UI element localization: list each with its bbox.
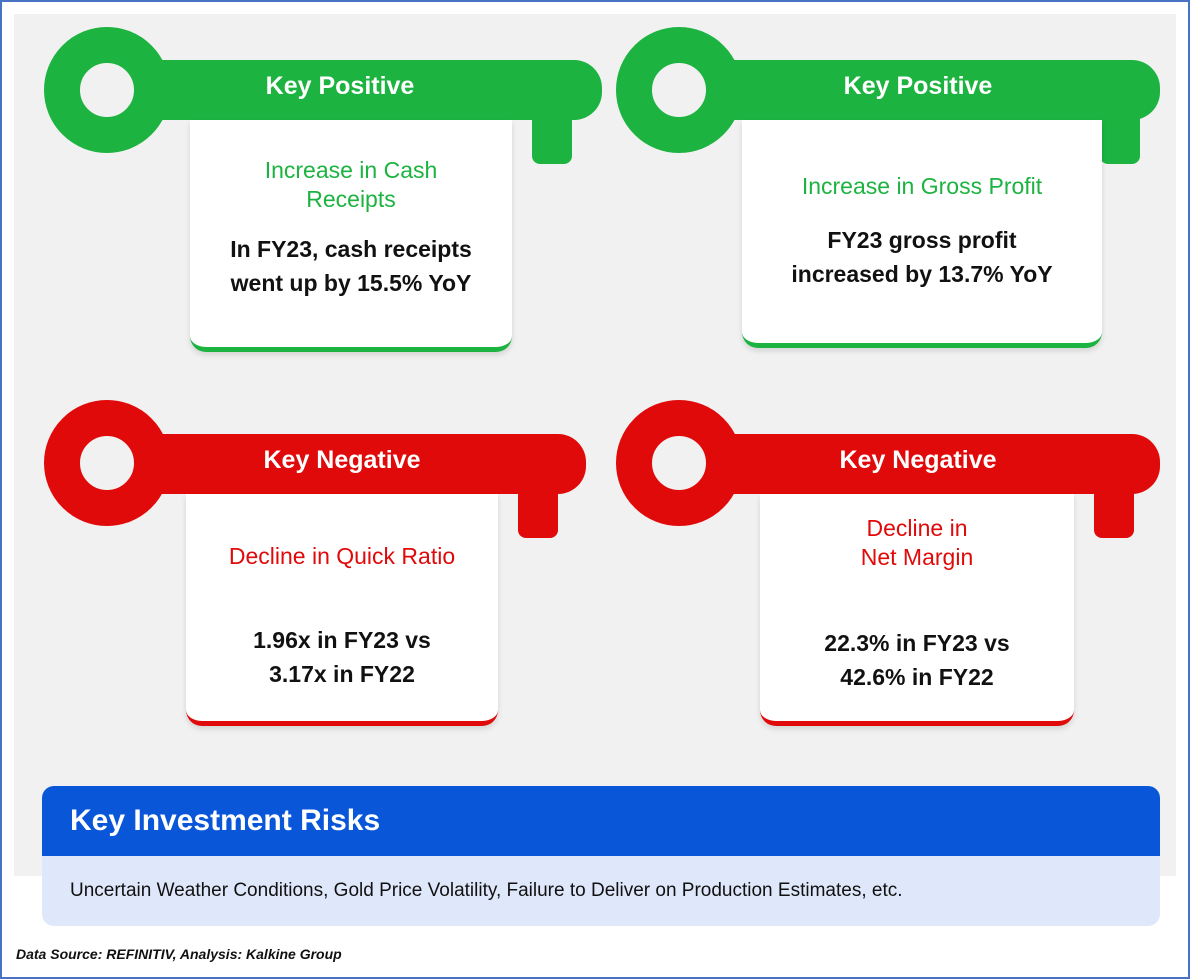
key-label: Key Negative <box>263 446 421 474</box>
key-label: Key Positive <box>843 72 993 100</box>
key-label: Key Positive <box>265 72 415 100</box>
card-title: Decline in Net Margin <box>860 515 974 570</box>
data-source-note: Data Source: REFINITIV, Analysis: Kalkin… <box>16 946 342 962</box>
key-shaft <box>720 434 1160 494</box>
risks-body: Uncertain Weather Conditions, Gold Price… <box>42 856 1160 926</box>
card-body: Increase in Gross Profit FY23 gross prof… <box>742 120 1102 348</box>
card-body: Decline in Net Margin 22.3% in FY23 vs 4… <box>760 494 1074 726</box>
card-body: Decline in Quick Ratio 1.96x in FY23 vs … <box>186 494 498 726</box>
key-shaft <box>150 434 586 494</box>
card-title: Increase in Gross Profit <box>801 173 1043 199</box>
key-ring-icon <box>616 27 742 153</box>
card-title: Decline in Quick Ratio <box>228 543 456 569</box>
key-ring-icon <box>44 400 170 526</box>
key-tooth <box>1100 110 1140 164</box>
card-title: Increase in Cash Receipts <box>264 157 438 212</box>
key-ring-icon <box>616 400 742 526</box>
key-shaft <box>720 60 1160 120</box>
card-text: FY23 gross profit increased by 13.7% YoY <box>791 227 1053 287</box>
key-tooth <box>532 110 572 164</box>
card-text: 22.3% in FY23 vs 42.6% in FY22 <box>824 630 1010 690</box>
card-text: In FY23, cash receipts went up by 15.5% … <box>230 236 472 296</box>
card-body: Increase in Cash Receipts In FY23, cash … <box>190 120 512 352</box>
key-tooth <box>1094 484 1134 538</box>
key-tooth <box>518 484 558 538</box>
card-text: 1.96x in FY23 vs 3.17x in FY22 <box>253 627 431 687</box>
key-shaft <box>150 60 602 120</box>
risks-header: Key Investment Risks <box>42 786 1160 856</box>
risks-heading: Key Investment Risks <box>70 804 381 837</box>
key-label: Key Negative <box>839 446 997 474</box>
risks-text: Uncertain Weather Conditions, Gold Price… <box>70 880 903 901</box>
key-ring-icon <box>44 27 170 153</box>
